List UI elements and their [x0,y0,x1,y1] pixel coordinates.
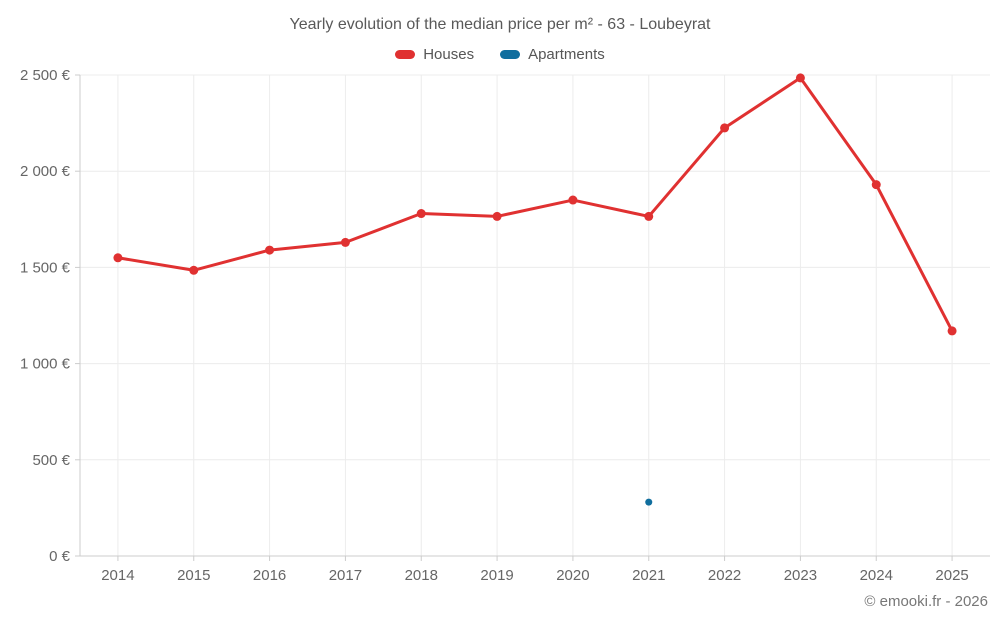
houses-point-2018 [416,209,426,219]
houses-point-2014 [113,253,123,263]
x-axis-label: 2019 [480,567,513,584]
x-axis-label: 2018 [405,567,438,584]
y-axis-label: 0 € [49,548,71,565]
legend-label-apartments: Apartments [528,46,605,63]
apartments-swatch-icon [500,50,521,59]
houses-point-2021 [644,211,654,221]
chart-title: Yearly evolution of the median price per… [289,16,711,33]
y-axis-label: 1 500 € [20,259,71,276]
footer-credit: © emooki.fr - 2026 [864,593,988,610]
y-axis-label: 1 000 € [20,356,71,373]
x-axis-label: 2023 [784,567,817,584]
legend-item-houses[interactable]: Houses [395,46,474,63]
x-axis-label: 2016 [253,567,286,584]
legend: Houses Apartments [0,46,1000,63]
houses-point-2015 [189,265,199,275]
x-axis-label: 2014 [101,567,134,584]
houses-point-2022 [720,123,730,133]
x-axis-label: 2015 [177,567,210,584]
legend-item-apartments[interactable]: Apartments [500,46,605,63]
houses-line [116,76,954,333]
houses-point-2019 [492,211,502,221]
houses-point-2020 [568,195,578,205]
houses-point-2025 [947,326,957,336]
houses-point-2024 [871,180,881,190]
x-axis-label: 2022 [708,567,741,584]
x-axis-label: 2017 [329,567,362,584]
x-axis-label: 2024 [860,567,893,584]
x-axis-label: 2021 [632,567,665,584]
x-axis-label: 2020 [556,567,589,584]
houses-point-2023 [795,73,805,83]
legend-label-houses: Houses [423,46,475,63]
houses-swatch-icon [395,50,416,59]
y-axis-label: 2 500 € [20,67,71,84]
houses-point-2016 [265,245,275,255]
y-axis-label: 2 000 € [20,163,71,180]
y-axis-label: 500 € [32,452,70,469]
apartments-point-2021 [645,498,653,506]
x-axis-label: 2025 [935,567,968,584]
houses-point-2017 [340,237,350,247]
